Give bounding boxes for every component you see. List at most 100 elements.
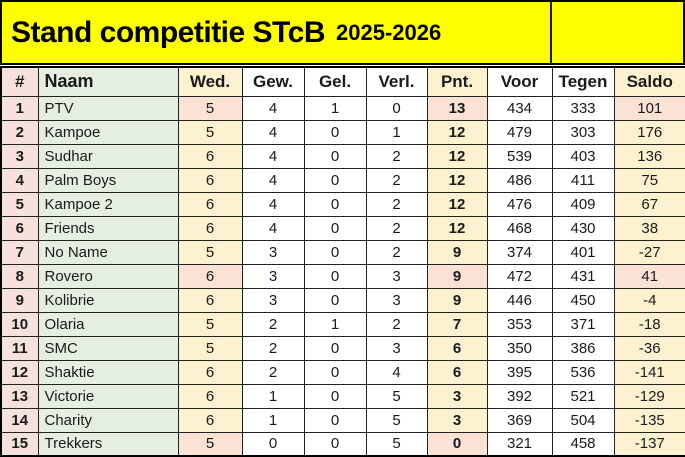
wed-cell: 5: [177, 95, 243, 121]
banner-column-divider: [550, 2, 552, 63]
saldo-cell: 67: [613, 191, 685, 217]
voor-cell: 392: [486, 383, 553, 409]
tegen-cell: 521: [551, 383, 615, 409]
team-name-cell: Sudhar: [37, 143, 179, 169]
gel-cell: 0: [303, 359, 367, 385]
verl-cell: 1: [365, 119, 428, 145]
verl-cell: 3: [365, 263, 428, 289]
table-row: 4 Palm Boys 6 4 0 2 12 486 411 75: [0, 167, 685, 193]
gel-cell: 1: [303, 95, 367, 121]
standings-table: # Naam Wed. Gew. Gel. Verl. Pnt. Voor Te…: [0, 66, 685, 457]
gew-cell: 1: [241, 407, 305, 433]
gel-cell: 0: [303, 287, 367, 313]
saldo-cell: -18: [613, 311, 685, 337]
col-header-verl: Verl.: [365, 66, 428, 97]
gel-cell: 0: [303, 407, 367, 433]
saldo-cell: -135: [613, 407, 685, 433]
tegen-cell: 386: [551, 335, 615, 361]
pnt-cell: 3: [426, 407, 488, 433]
gew-cell: 1: [241, 383, 305, 409]
wed-cell: 5: [177, 311, 243, 337]
rank-cell: 13: [0, 383, 39, 409]
saldo-cell: 136: [613, 143, 685, 169]
tegen-cell: 371: [551, 311, 615, 337]
gew-cell: 3: [241, 239, 305, 265]
page-title: Stand competitie STcB: [11, 15, 326, 49]
wed-cell: 5: [177, 335, 243, 361]
wed-cell: 6: [177, 263, 243, 289]
pnt-cell: 7: [426, 311, 488, 337]
col-header-naam: Naam: [37, 66, 179, 97]
wed-cell: 6: [177, 143, 243, 169]
gel-cell: 0: [303, 167, 367, 193]
wed-cell: 6: [177, 359, 243, 385]
gew-cell: 4: [241, 143, 305, 169]
verl-cell: 0: [365, 95, 428, 121]
rank-cell: 11: [0, 335, 39, 361]
wed-cell: 5: [177, 119, 243, 145]
table-row: 7 No Name 5 3 0 2 9 374 401 -27: [0, 239, 685, 265]
tegen-cell: 411: [551, 167, 615, 193]
saldo-cell: -141: [613, 359, 685, 385]
pnt-cell: 3: [426, 383, 488, 409]
gew-cell: 4: [241, 191, 305, 217]
gel-cell: 0: [303, 263, 367, 289]
table-row: 5 Kampoe 2 6 4 0 2 12 476 409 67: [0, 191, 685, 217]
gel-cell: 1: [303, 311, 367, 337]
wed-cell: 6: [177, 191, 243, 217]
pnt-cell: 6: [426, 335, 488, 361]
voor-cell: 479: [486, 119, 553, 145]
gew-cell: 2: [241, 335, 305, 361]
gew-cell: 4: [241, 215, 305, 241]
saldo-cell: -36: [613, 335, 685, 361]
table-row: 12 Shaktie 6 2 0 4 6 395 536 -141: [0, 359, 685, 385]
rank-cell: 6: [0, 215, 39, 241]
rank-cell: 1: [0, 95, 39, 121]
voor-cell: 353: [486, 311, 553, 337]
verl-cell: 3: [365, 335, 428, 361]
rank-cell: 3: [0, 143, 39, 169]
verl-cell: 5: [365, 431, 428, 457]
voor-cell: 434: [486, 95, 553, 121]
pnt-cell: 13: [426, 95, 488, 121]
team-name-cell: No Name: [37, 239, 179, 265]
rank-cell: 8: [0, 263, 39, 289]
voor-cell: 539: [486, 143, 553, 169]
tegen-cell: 333: [551, 95, 615, 121]
table-row: 6 Friends 6 4 0 2 12 468 430 38: [0, 215, 685, 241]
table-row: 14 Charity 6 1 0 5 3 369 504 -135: [0, 407, 685, 433]
wed-cell: 6: [177, 407, 243, 433]
table-row: 3 Sudhar 6 4 0 2 12 539 403 136: [0, 143, 685, 169]
wed-cell: 6: [177, 167, 243, 193]
gew-cell: 4: [241, 119, 305, 145]
tegen-cell: 431: [551, 263, 615, 289]
table-row: 9 Kolibrie 6 3 0 3 9 446 450 -4: [0, 287, 685, 313]
title-banner: Stand competitie STcB 2025-2026: [0, 0, 685, 65]
team-name-cell: Victorie: [37, 383, 179, 409]
gel-cell: 0: [303, 335, 367, 361]
wed-cell: 5: [177, 239, 243, 265]
tegen-cell: 450: [551, 287, 615, 313]
gel-cell: 0: [303, 431, 367, 457]
gel-cell: 0: [303, 239, 367, 265]
verl-cell: 5: [365, 383, 428, 409]
rank-cell: 4: [0, 167, 39, 193]
team-name-cell: Friends: [37, 215, 179, 241]
voor-cell: 395: [486, 359, 553, 385]
gel-cell: 0: [303, 191, 367, 217]
tegen-cell: 403: [551, 143, 615, 169]
team-name-cell: Olaria: [37, 311, 179, 337]
pnt-cell: 0: [426, 431, 488, 457]
verl-cell: 2: [365, 191, 428, 217]
col-header-pnt: Pnt.: [426, 66, 488, 97]
saldo-cell: 75: [613, 167, 685, 193]
verl-cell: 4: [365, 359, 428, 385]
saldo-cell: -4: [613, 287, 685, 313]
saldo-cell: 101: [613, 95, 685, 121]
verl-cell: 2: [365, 215, 428, 241]
col-header-saldo: Saldo: [613, 66, 685, 97]
tegen-cell: 536: [551, 359, 615, 385]
table-row: 13 Victorie 6 1 0 5 3 392 521 -129: [0, 383, 685, 409]
table-row: 15 Trekkers 5 0 0 5 0 321 458 -137: [0, 431, 685, 457]
tegen-cell: 504: [551, 407, 615, 433]
